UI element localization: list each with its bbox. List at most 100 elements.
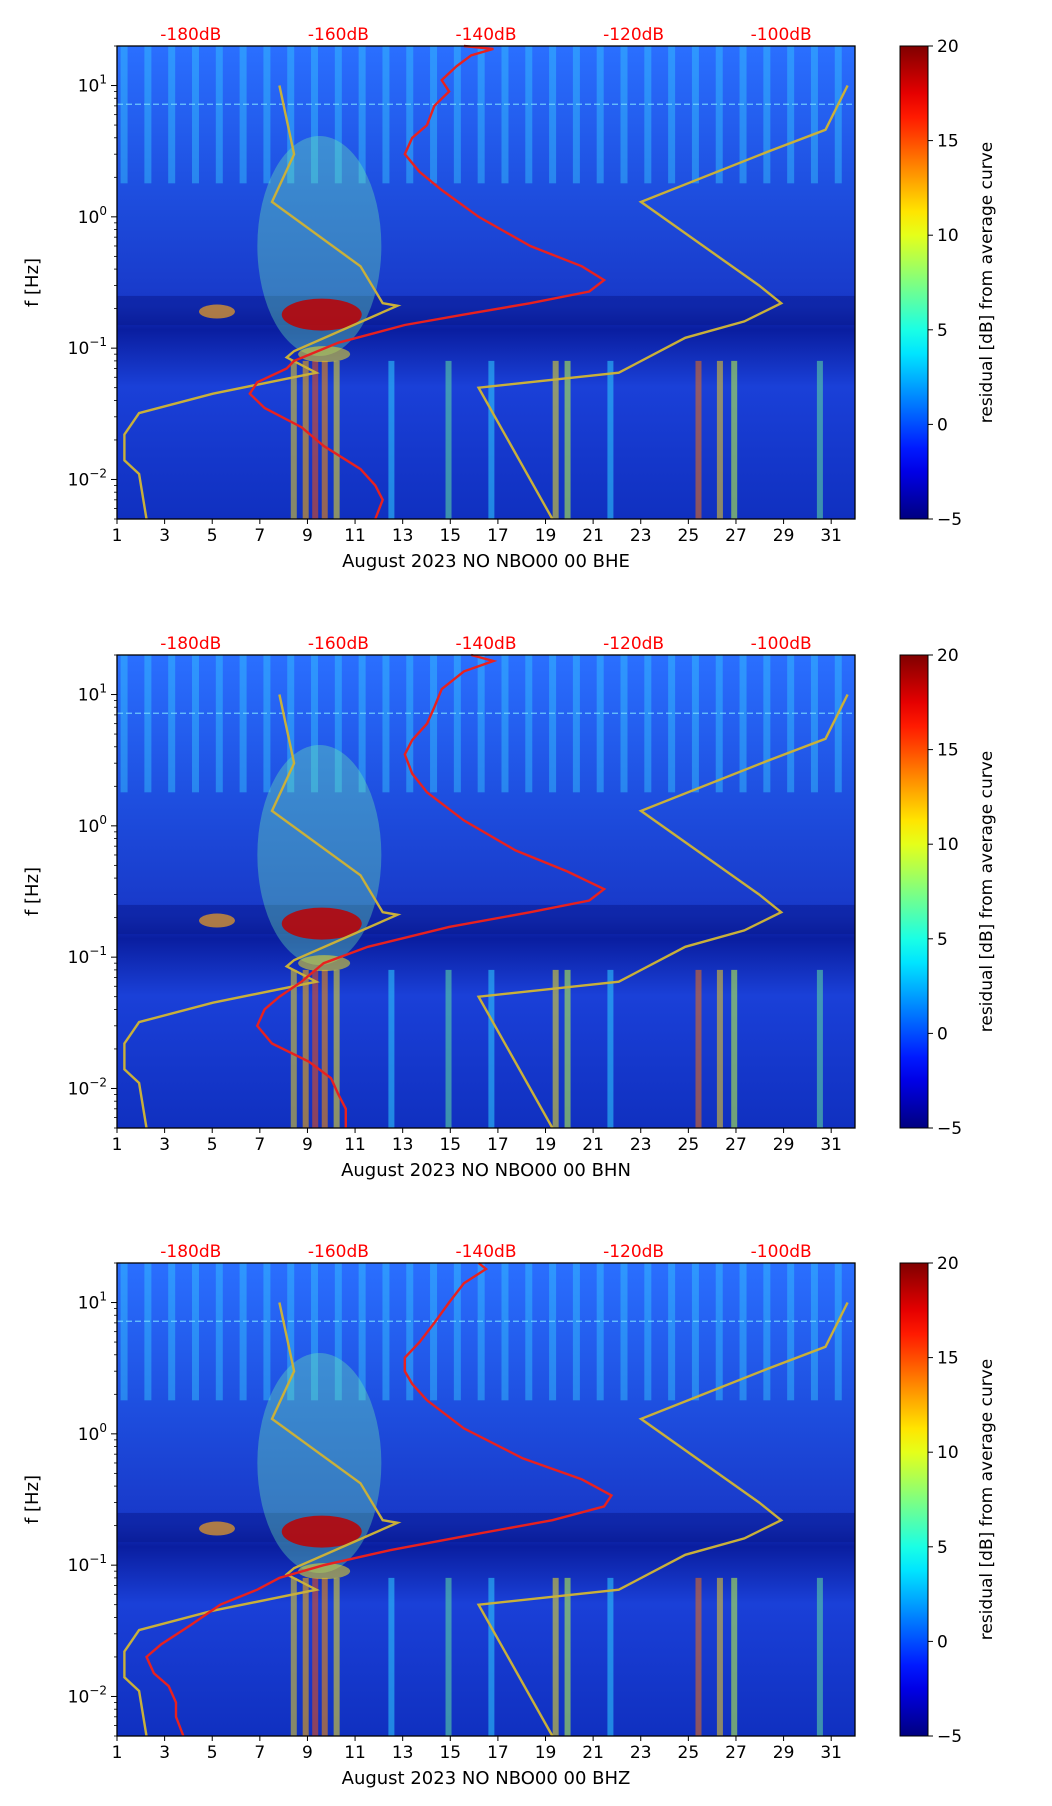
y-tick-exponent: 0: [99, 204, 107, 218]
low-noise-model-line: [123, 85, 402, 520]
top-db-label: -120dB: [603, 634, 664, 654]
x-tick-label: 3: [159, 1743, 170, 1763]
plot-frame: [116, 1262, 856, 1737]
y-tick-exponent: −1: [89, 335, 107, 349]
top-db-label: -120dB: [603, 25, 664, 45]
x-tick-label: 15: [439, 1135, 461, 1155]
x-tick-label: 19: [535, 526, 557, 546]
spectrogram-texture: [117, 46, 855, 519]
top-db-label: -180dB: [160, 1242, 221, 1262]
x-tick-label: 7: [254, 1135, 265, 1155]
x-tick-label: 15: [439, 526, 461, 546]
x-tick-label: 7: [254, 1743, 265, 1763]
x-tick-label: 17: [487, 1135, 509, 1155]
y-tick-label: 10−2: [68, 466, 107, 490]
x-tick-label: 1: [112, 1135, 123, 1155]
colorbar-label: residual [dB] from average curve: [977, 1359, 997, 1640]
colorbar-tick-label: 5: [937, 930, 948, 950]
y-tick-label: 100: [78, 204, 107, 228]
colorbar-tick-label: 0: [937, 1024, 948, 1044]
colorbar-tick-label: 0: [937, 1632, 948, 1652]
x-tick-label: 27: [725, 1743, 747, 1763]
colorbar-tick-label: 10: [937, 835, 959, 855]
y-tick-label: 101: [78, 1290, 107, 1314]
x-tick-label: 11: [344, 1135, 366, 1155]
x-tick-label: 27: [725, 526, 747, 546]
y-tick-base: 10: [78, 1425, 100, 1445]
x-tick-label: 17: [487, 526, 509, 546]
x-tick-label: 13: [392, 526, 414, 546]
average-psd-line: [248, 44, 607, 520]
colorbar-tick-label: 20: [937, 1254, 959, 1274]
colorbar: [899, 45, 929, 520]
y-tick-label: 10−2: [68, 1075, 107, 1099]
y-tick-exponent: −2: [89, 1075, 107, 1089]
x-tick-label: 9: [302, 526, 313, 546]
x-tick-label: 5: [207, 1135, 218, 1155]
top-db-label: -100dB: [751, 1242, 812, 1262]
plot-frame: [116, 654, 856, 1129]
low-noise-model-line: [123, 1302, 402, 1737]
y-tick-label: 10−1: [68, 944, 107, 968]
x-tick-label: 27: [725, 1135, 747, 1155]
y-tick-base: 10: [78, 817, 100, 837]
y-tick-label: 100: [78, 813, 107, 837]
y-tick-base: 10: [68, 1687, 90, 1707]
high-noise-model-line: [476, 84, 849, 520]
top-db-label: -140dB: [455, 1242, 516, 1262]
x-tick-label: 13: [392, 1743, 414, 1763]
y-tick-base: 10: [68, 1079, 90, 1099]
x-tick-label: 15: [439, 1743, 461, 1763]
x-axis-label: August 2023 NO NBO00 00 BHE: [342, 551, 630, 572]
x-tick-label: 9: [302, 1743, 313, 1763]
y-tick-base: 10: [68, 1556, 90, 1576]
colorbar-label: residual [dB] from average curve: [977, 751, 997, 1032]
x-tick-label: 29: [773, 1743, 795, 1763]
y-tick-label: 10−1: [68, 1552, 107, 1576]
y-tick-exponent: 0: [99, 1421, 107, 1435]
top-db-label: -180dB: [160, 25, 221, 45]
top-db-label: -100dB: [751, 634, 812, 654]
colorbar-tick-label: 15: [937, 1349, 959, 1369]
top-db-label: -160dB: [308, 25, 369, 45]
x-tick-label: 3: [159, 1135, 170, 1155]
top-db-label: -100dB: [751, 25, 812, 45]
average-psd-line: [145, 1262, 614, 1737]
x-tick-label: 23: [630, 1135, 652, 1155]
top-db-label: -140dB: [455, 634, 516, 654]
spectrogram-texture: [117, 655, 855, 1128]
y-tick-base: 10: [78, 1294, 100, 1314]
y-tick-label: 10−1: [68, 335, 107, 359]
y-axis-label: f [Hz]: [22, 1475, 43, 1524]
top-db-label: -160dB: [308, 1242, 369, 1262]
y-tick-exponent: 1: [99, 73, 107, 87]
x-axis-label: August 2023 NO NBO00 00 BHN: [341, 1160, 631, 1181]
colorbar-tick-label: 10: [937, 1443, 959, 1463]
x-tick-label: 31: [820, 1135, 842, 1155]
x-tick-label: 5: [207, 526, 218, 546]
y-tick-exponent: 1: [99, 682, 107, 696]
colorbar-tick-label: 0: [937, 415, 948, 435]
colorbar-tick-label: 15: [937, 741, 959, 761]
colorbar-tick-label: 15: [937, 132, 959, 152]
high-noise-model-line: [476, 1301, 849, 1737]
y-tick-exponent: 1: [99, 1290, 107, 1304]
x-tick-label: 17: [487, 1743, 509, 1763]
top-db-label: -120dB: [603, 1242, 664, 1262]
colorbar-tick-label: 5: [937, 321, 948, 341]
x-tick-label: 9: [302, 1135, 313, 1155]
y-axis-label: f [Hz]: [22, 258, 43, 307]
top-db-label: -180dB: [160, 634, 221, 654]
colorbar: [899, 1262, 929, 1737]
high-noise-model-line: [476, 693, 849, 1129]
colorbar-tick-label: −5: [937, 1727, 962, 1747]
average-psd-line: [255, 653, 607, 1128]
y-tick-exponent: −2: [89, 1683, 107, 1697]
spectrogram-texture: [117, 1263, 855, 1736]
x-tick-label: 19: [535, 1743, 557, 1763]
x-tick-label: 19: [535, 1135, 557, 1155]
x-tick-label: 23: [630, 526, 652, 546]
x-axis-label: August 2023 NO NBO00 00 BHZ: [342, 1768, 631, 1789]
